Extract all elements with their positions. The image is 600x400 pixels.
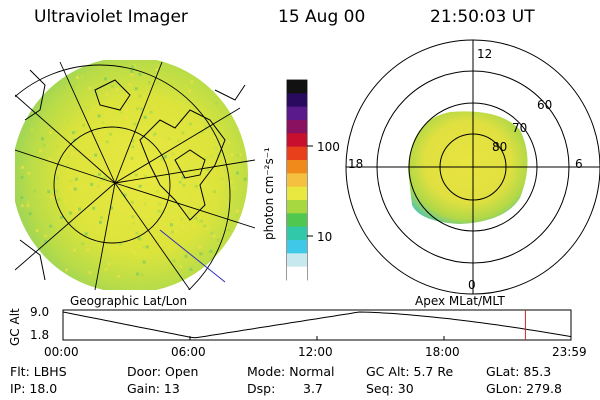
coastline: [139, 109, 226, 221]
gain-info: Gain: 13: [127, 381, 180, 396]
colorbar-cell: [287, 186, 307, 201]
colorbar-cell: [287, 106, 307, 121]
seq-info: Seq: 30: [366, 381, 414, 396]
colorbar: [286, 79, 313, 281]
altitude-xtick-1800: 18:00: [425, 345, 460, 359]
dsp-label: Dsp:: [247, 381, 276, 396]
colorbar-cell: [287, 133, 307, 148]
mode-info: Mode: Normal: [247, 364, 335, 379]
mlt-label-6: 6: [575, 157, 583, 171]
colorbar-cell: [287, 120, 307, 134]
mlt-label-12: 12: [477, 47, 493, 61]
lat-label-80: 80: [492, 140, 508, 154]
altitude-xtick-0600: 06:00: [171, 345, 206, 359]
colorbar-cell: [287, 226, 307, 241]
left-aurora-disk: [15, 60, 248, 290]
dsp-value: 3.7: [303, 381, 323, 396]
altitude-xtick-2359: 23:59: [552, 345, 587, 359]
colorbar-cell: [287, 213, 307, 228]
door-info: Door: Open: [127, 364, 199, 379]
colorbar-cell: [287, 80, 307, 94]
left-map-caption: Geographic Lat/Lon: [70, 294, 188, 308]
colorbar-cell: [287, 253, 307, 268]
date-label: 15 Aug 00: [278, 7, 366, 27]
altitude-ytick-bottom: 1.8: [30, 328, 50, 342]
colorbar-tick-100: 100: [317, 140, 340, 154]
altitude-ylabel: GC Alt: [8, 308, 22, 346]
polar-plot: [345, 39, 600, 295]
mlt-label-0: 0: [468, 278, 476, 292]
lat-label-60: 60: [537, 98, 553, 112]
mlt-label-18: 18: [348, 157, 364, 171]
colorbar-unit-label: photon cm⁻²s⁻¹: [262, 147, 276, 240]
colorbar-cell: [287, 160, 307, 174]
colorbar-cell: [287, 266, 307, 281]
time-label: 21:50:03 UT: [430, 7, 535, 27]
colorbar-cell: [287, 240, 307, 254]
altitude-xtick-1200: 12:00: [298, 345, 333, 359]
gc-alt-info: GC Alt: 5.7 Re: [366, 364, 454, 379]
colorbar-tick-10: 10: [317, 230, 333, 244]
colorbar-cell: [287, 146, 307, 161]
right-aurora-oval: [408, 111, 528, 224]
altitude-plot: [62, 309, 572, 341]
colorbar-cell: [287, 173, 307, 188]
ip-info: IP: 18.0: [10, 381, 58, 396]
colorbar-cell: [287, 200, 307, 214]
colorbar-cell: [287, 93, 307, 108]
instrument-title: Ultraviolet Imager: [34, 7, 188, 27]
altitude-xtick-0000: 00:00: [44, 345, 79, 359]
right-map-caption: Apex MLat/MLT: [415, 294, 505, 308]
glat-info: GLat: 85.3: [486, 364, 552, 379]
filter-info: Flt: LBHS: [10, 364, 67, 379]
altitude-ytick-top: 9.0: [30, 305, 50, 319]
lat-label-70: 70: [512, 121, 528, 135]
glon-info: GLon: 279.8: [486, 381, 562, 396]
